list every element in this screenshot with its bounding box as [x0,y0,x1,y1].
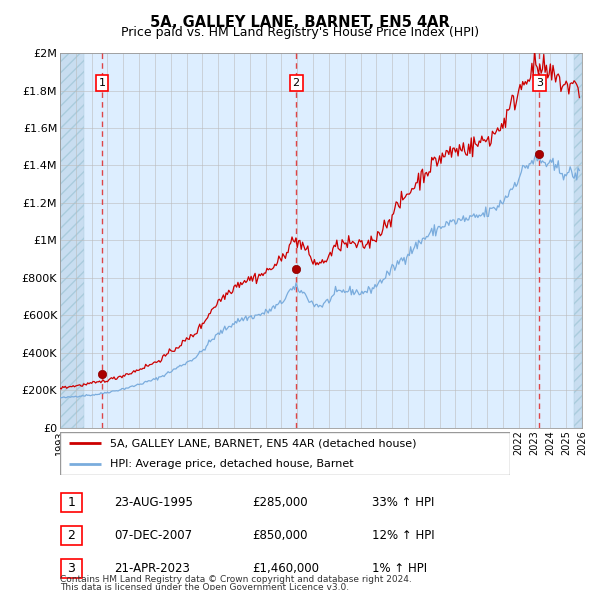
Text: 2: 2 [293,78,300,88]
Text: 5A, GALLEY LANE, BARNET, EN5 4AR: 5A, GALLEY LANE, BARNET, EN5 4AR [150,15,450,30]
Text: £285,000: £285,000 [252,496,308,509]
Bar [574,53,582,428]
FancyBboxPatch shape [61,526,82,545]
Text: 1: 1 [98,78,106,88]
Text: Contains HM Land Registry data © Crown copyright and database right 2024.: Contains HM Land Registry data © Crown c… [60,575,412,584]
Text: 3: 3 [536,78,543,88]
Text: This data is licensed under the Open Government Licence v3.0.: This data is licensed under the Open Gov… [60,582,349,590]
Text: HPI: Average price, detached house, Barnet: HPI: Average price, detached house, Barn… [110,460,353,469]
Text: Price paid vs. HM Land Registry's House Price Index (HPI): Price paid vs. HM Land Registry's House … [121,26,479,39]
Bar [60,53,84,428]
Text: 5A, GALLEY LANE, BARNET, EN5 4AR (detached house): 5A, GALLEY LANE, BARNET, EN5 4AR (detach… [110,438,416,448]
Text: 1: 1 [67,496,76,509]
Text: 21-APR-2023: 21-APR-2023 [114,562,190,575]
Text: £1,460,000: £1,460,000 [252,562,319,575]
Text: 23-AUG-1995: 23-AUG-1995 [114,496,193,509]
FancyBboxPatch shape [61,493,82,512]
Text: 07-DEC-2007: 07-DEC-2007 [114,529,192,542]
Text: 3: 3 [67,562,76,575]
FancyBboxPatch shape [61,559,82,578]
Text: 1% ↑ HPI: 1% ↑ HPI [372,562,427,575]
FancyBboxPatch shape [60,432,510,475]
Text: 2: 2 [67,529,76,542]
Text: 12% ↑ HPI: 12% ↑ HPI [372,529,434,542]
Text: 33% ↑ HPI: 33% ↑ HPI [372,496,434,509]
Text: £850,000: £850,000 [252,529,308,542]
